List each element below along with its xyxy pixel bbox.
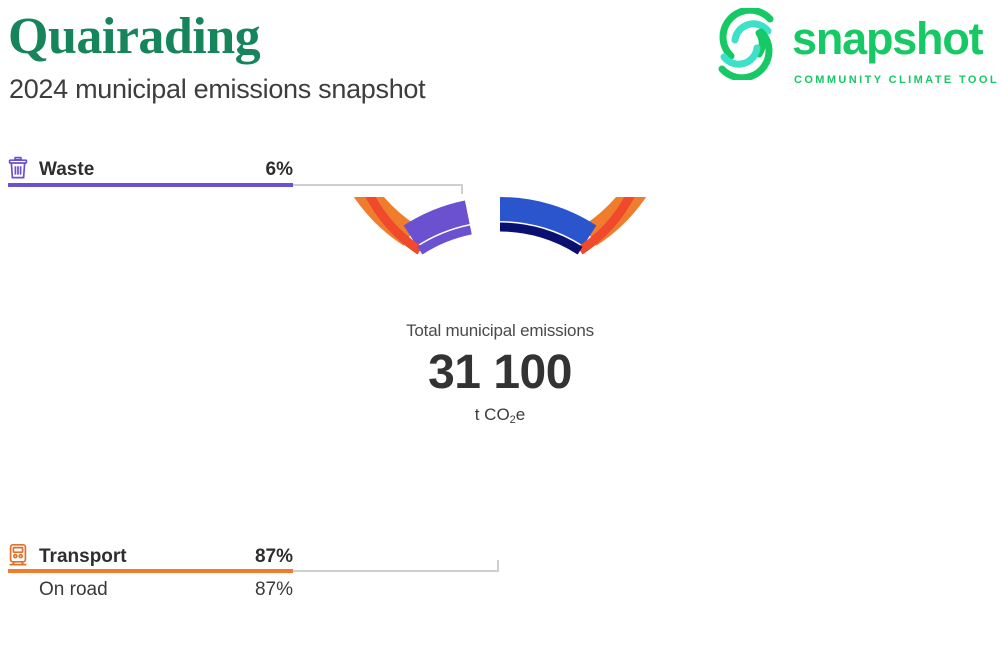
unit-suffix: e: [515, 405, 526, 424]
donut-total-value: 31 100: [428, 346, 572, 399]
logo-wordmark: snapshot: [792, 13, 984, 64]
transport-bar-fill: [8, 569, 293, 573]
waste-bar-track: [8, 183, 463, 187]
unit-subscript: 2: [509, 414, 516, 426]
trash-can-icon: [6, 156, 30, 180]
waste-bar-fill: [8, 183, 293, 187]
category-value: 6%: [265, 159, 293, 180]
unit-prefix: t CO: [474, 405, 510, 424]
donut-center-label: Total municipal emissions 31 100 t CO2e: [323, 197, 677, 551]
page-title: Quairading: [8, 8, 261, 65]
transport-connector-tick: [497, 560, 499, 571]
category-label: Transport: [39, 546, 127, 567]
snapshot-logo: snapshot COMMUNITY CLIMATE TOOL: [708, 4, 1000, 88]
waste-connector-tick: [461, 184, 463, 194]
logo-tagline: COMMUNITY CLIMATE TOOL: [794, 74, 999, 86]
donut-caption: Total municipal emissions: [406, 321, 594, 340]
category-value: 87%: [254, 546, 293, 567]
snapshot-swirl-icon: [710, 6, 782, 82]
emissions-donut-chart: Total municipal emissions 31 100 t CO2e: [323, 0, 677, 551]
subcategory-label: On road: [39, 579, 108, 600]
tram-icon: [6, 543, 30, 567]
subcategory-value: 87%: [254, 579, 293, 600]
donut-unit: t CO2e: [475, 404, 526, 428]
category-label: Waste: [39, 159, 95, 180]
page-subtitle: 2024 municipal emissions snapshot: [9, 74, 426, 104]
transport-bar-track: [8, 569, 499, 573]
